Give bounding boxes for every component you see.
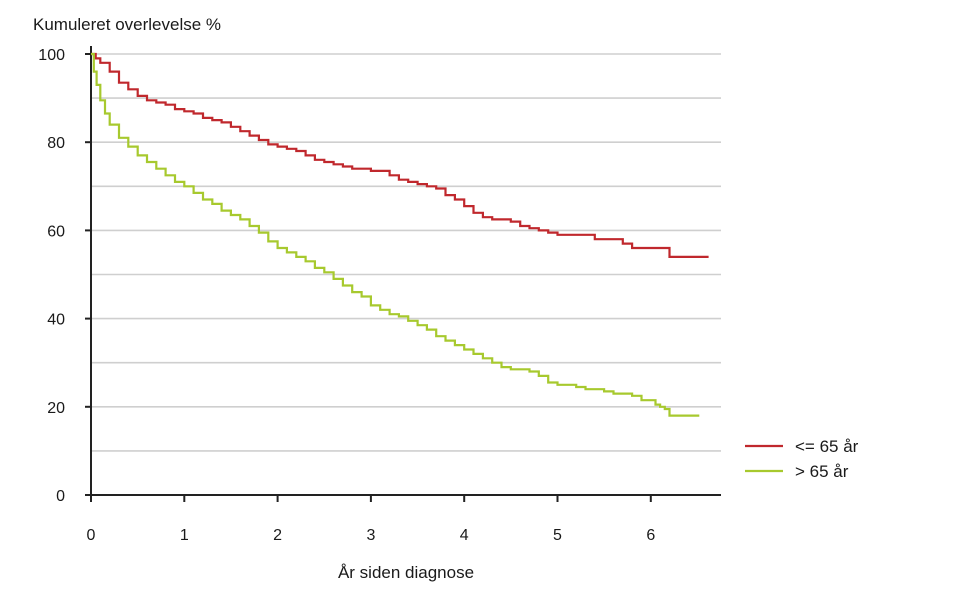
y-tick-label: 80 [47,135,65,152]
legend-label-2: > 65 år [795,462,849,481]
x-tick-label: 4 [460,527,469,544]
legend-label-1: <= 65 år [795,437,859,456]
series-line-2 [91,52,700,417]
x-axis-label: År siden diagnose [338,563,474,582]
x-tick-label: 0 [87,527,96,544]
x-tick-label: 1 [180,527,189,544]
grid-layer [91,53,721,452]
y-tick-label: 40 [47,312,65,329]
axes-layer: 0 20 40 60 80 100 0 1 2 3 4 5 6 [38,46,721,544]
legend: <= 65 år > 65 år [745,437,859,481]
y-axis-label: Kumuleret overlevelse % [33,15,221,34]
series-layer [91,52,709,417]
y-tick-label: 20 [47,400,65,417]
y-tick-label: 100 [38,47,65,64]
y-tick-label: 60 [47,223,65,240]
y-tick-label: 0 [56,488,65,505]
x-tick-label: 6 [646,527,655,544]
x-tick-label: 5 [553,527,562,544]
series-line-1 [91,52,709,258]
x-tick-label: 2 [273,527,282,544]
x-tick-label: 3 [366,527,375,544]
